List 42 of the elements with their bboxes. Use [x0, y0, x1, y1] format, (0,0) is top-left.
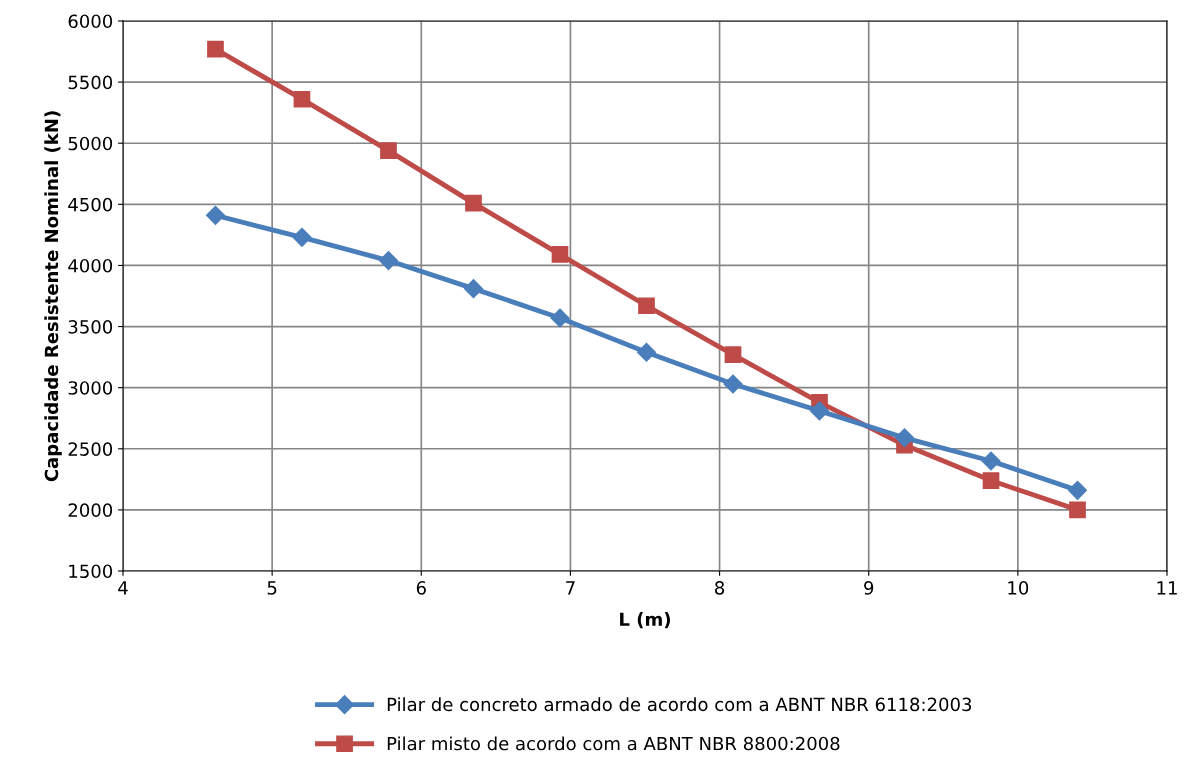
y-tick-label: 5500	[68, 75, 113, 90]
point	[207, 40, 224, 58]
x-tick-label: 4	[118, 581, 128, 595]
point	[638, 297, 655, 315]
x-tick-label: 8	[715, 581, 725, 595]
legend-label: Pilar misto de acordo com a ABNT NBR 8800:2008	[387, 736, 840, 751]
point	[724, 346, 742, 364]
x-tick-label: 6	[416, 581, 426, 595]
point	[1067, 480, 1088, 500]
point	[809, 401, 830, 421]
x-axis-title: L (m)	[620, 612, 670, 629]
point	[378, 251, 399, 271]
y-tick-label: 2500	[68, 442, 113, 456]
point	[636, 342, 657, 362]
y-tick-label: 2000	[68, 503, 113, 518]
y-tick-label: 5000	[68, 136, 113, 151]
y-tick-label: 6000	[68, 14, 113, 29]
point	[1069, 501, 1086, 519]
legend-label: Pilar de concreto armado de acordo com a ABNT NBR 6118:2003	[387, 697, 972, 712]
y-tick-label: 4500	[68, 197, 113, 212]
y-tick-label: 3500	[68, 320, 113, 334]
y-tick-label: 4000	[68, 258, 113, 273]
point	[723, 374, 743, 394]
x-tick-label: 10	[1008, 581, 1029, 595]
point	[894, 428, 915, 448]
point	[463, 279, 484, 299]
point	[550, 308, 570, 328]
point	[982, 472, 1000, 489]
x-tick-label: 7	[566, 581, 575, 595]
y-axis-title: Capacidade Resistente Nominal (kN)	[44, 111, 62, 482]
point	[205, 205, 226, 225]
y-tick-label: 3000	[68, 381, 113, 395]
x-tick-label: 9	[864, 581, 874, 595]
point	[551, 246, 569, 263]
point	[380, 142, 397, 159]
point	[293, 90, 311, 108]
x-tick-label: 11	[1157, 581, 1177, 595]
y-tick-label: 1500	[69, 564, 113, 579]
x-tick-label: 5	[267, 581, 277, 595]
point	[292, 227, 312, 247]
point	[981, 451, 1001, 471]
point	[465, 194, 482, 212]
